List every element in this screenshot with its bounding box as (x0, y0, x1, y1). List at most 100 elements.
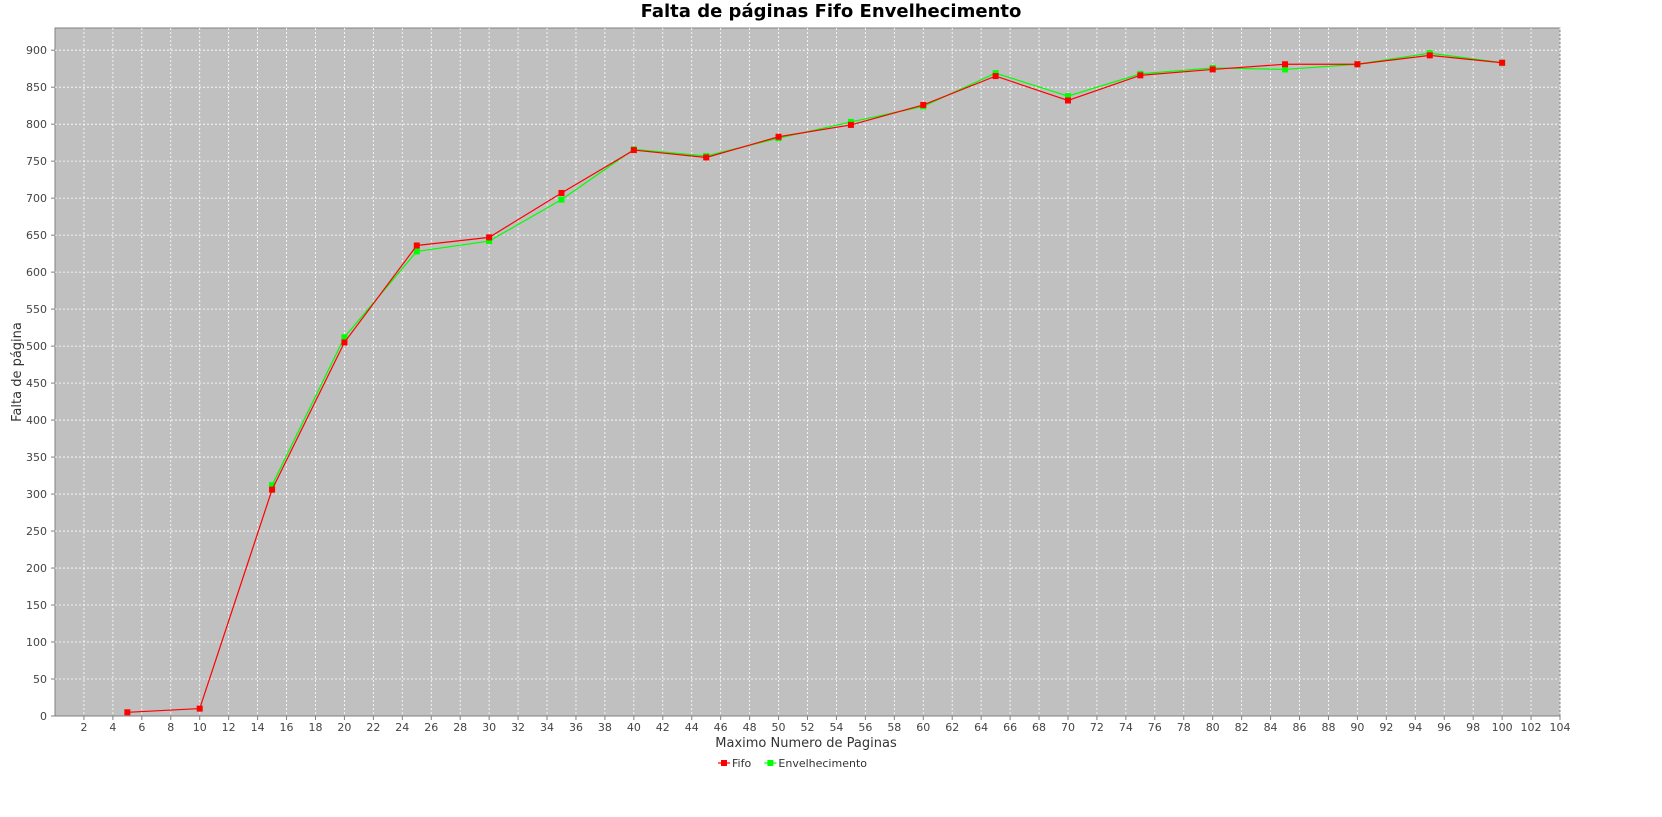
x-tick-label: 86 (1293, 721, 1307, 734)
y-tick-label: 800 (26, 118, 47, 131)
data-point (1282, 61, 1289, 68)
data-point (1064, 97, 1071, 104)
x-tick-label: 98 (1466, 721, 1480, 734)
y-tick-label: 700 (26, 192, 47, 205)
x-tick-label: 58 (887, 721, 901, 734)
x-tick-label: 26 (424, 721, 438, 734)
x-tick-label: 38 (598, 721, 612, 734)
data-point (1426, 52, 1433, 59)
data-point (992, 73, 999, 80)
y-tick-label: 750 (26, 155, 47, 168)
x-tick-label: 44 (685, 721, 699, 734)
data-point (630, 147, 637, 154)
data-point (847, 121, 854, 128)
x-tick-label: 18 (308, 721, 322, 734)
data-point (486, 238, 493, 245)
x-tick-label: 104 (1550, 721, 1571, 734)
data-point (1354, 61, 1361, 68)
x-tick-label: 70 (1061, 721, 1075, 734)
x-tick-label: 60 (916, 721, 930, 734)
x-tick-label: 30 (482, 721, 496, 734)
data-point (269, 482, 276, 489)
x-tick-label: 4 (109, 721, 116, 734)
y-tick-label: 300 (26, 488, 47, 501)
x-tick-label: 14 (251, 721, 265, 734)
legend-marker (767, 760, 774, 766)
x-tick-label: 66 (1003, 721, 1017, 734)
y-tick-label: 250 (26, 525, 47, 538)
x-tick-label: 84 (1264, 721, 1278, 734)
data-point (269, 486, 276, 493)
data-point (558, 196, 565, 203)
x-tick-label: 74 (1119, 721, 1133, 734)
x-tick-label: 64 (974, 721, 988, 734)
data-point (775, 133, 782, 140)
x-tick-label: 16 (280, 721, 294, 734)
y-tick-label: 200 (26, 562, 47, 575)
y-tick-label: 500 (26, 340, 47, 353)
x-tick-label: 28 (453, 721, 467, 734)
x-tick-label: 50 (772, 721, 786, 734)
x-tick-label: 72 (1090, 721, 1104, 734)
x-tick-label: 90 (1350, 721, 1364, 734)
x-tick-label: 36 (569, 721, 583, 734)
x-tick-label: 42 (656, 721, 670, 734)
series-fifo (124, 52, 1506, 716)
x-tick-label: 78 (1177, 721, 1191, 734)
x-tick-label: 34 (540, 721, 554, 734)
y-tick-label: 600 (26, 266, 47, 279)
data-point (1209, 66, 1216, 73)
data-point (413, 248, 420, 255)
x-axis-ticks: 2 4 6 8 10 12 14 16 18 20 22 24 26 28 30 32 34 36 38 40 42 44… (80, 716, 1571, 734)
legend: Fifo Envelhecimento (718, 757, 867, 770)
x-tick-label: 96 (1437, 721, 1451, 734)
data-point (1282, 66, 1289, 73)
x-tick-label: 2 (80, 721, 87, 734)
legend-label: Fifo (732, 757, 751, 770)
x-tick-label: 80 (1206, 721, 1220, 734)
y-tick-label: 450 (26, 377, 47, 390)
x-tick-label: 88 (1321, 721, 1335, 734)
x-tick-label: 32 (511, 721, 525, 734)
data-point (196, 705, 203, 712)
data-point (486, 234, 493, 241)
data-point (124, 709, 131, 716)
x-tick-label: 54 (829, 721, 843, 734)
x-tick-label: 6 (138, 721, 145, 734)
x-tick-label: 12 (222, 721, 236, 734)
grid-lines (55, 28, 1561, 716)
x-tick-label: 100 (1492, 721, 1513, 734)
y-tick-label: 100 (26, 636, 47, 649)
y-tick-label: 400 (26, 414, 47, 427)
x-tick-label: 52 (801, 721, 815, 734)
x-tick-label: 8 (167, 721, 174, 734)
x-tick-label: 92 (1379, 721, 1393, 734)
data-point (413, 242, 420, 249)
x-tick-label: 94 (1408, 721, 1422, 734)
x-tick-label: 68 (1032, 721, 1046, 734)
x-axis-label: Maximo Numero de Paginas (715, 736, 897, 751)
series-line (127, 54, 1503, 713)
data-point (341, 339, 348, 346)
y-tick-label: 350 (26, 451, 47, 464)
data-point (341, 334, 348, 341)
data-point (1137, 72, 1144, 79)
data-point (920, 101, 927, 108)
legend-label: Envelhecimento (778, 757, 867, 770)
x-tick-label: 10 (193, 721, 207, 734)
y-tick-label: 900 (26, 44, 47, 57)
y-tick-label: 850 (26, 81, 47, 94)
data-point (1064, 93, 1071, 100)
series-layer (124, 50, 1506, 716)
y-axis-label: Falta de página (10, 322, 25, 422)
x-tick-label: 102 (1521, 721, 1542, 734)
y-tick-label: 550 (26, 303, 47, 316)
x-tick-label: 76 (1148, 721, 1162, 734)
x-tick-label: 48 (743, 721, 757, 734)
x-tick-label: 56 (858, 721, 872, 734)
x-tick-label: 62 (945, 721, 959, 734)
series-line (271, 52, 1503, 486)
y-tick-label: 150 (26, 599, 47, 612)
